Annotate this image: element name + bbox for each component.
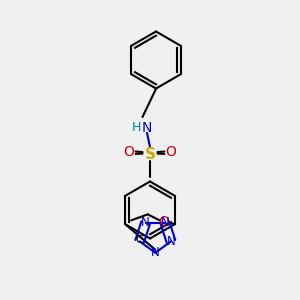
Text: S: S — [145, 147, 155, 162]
Text: N: N — [151, 246, 160, 259]
Text: H: H — [132, 121, 141, 134]
Text: O: O — [124, 145, 134, 158]
Text: N: N — [160, 216, 169, 230]
Text: C: C — [136, 236, 143, 245]
Text: N: N — [141, 216, 150, 230]
Text: O: O — [166, 145, 176, 158]
Text: N: N — [167, 235, 176, 248]
Text: N: N — [142, 121, 152, 134]
Text: O: O — [159, 215, 170, 229]
